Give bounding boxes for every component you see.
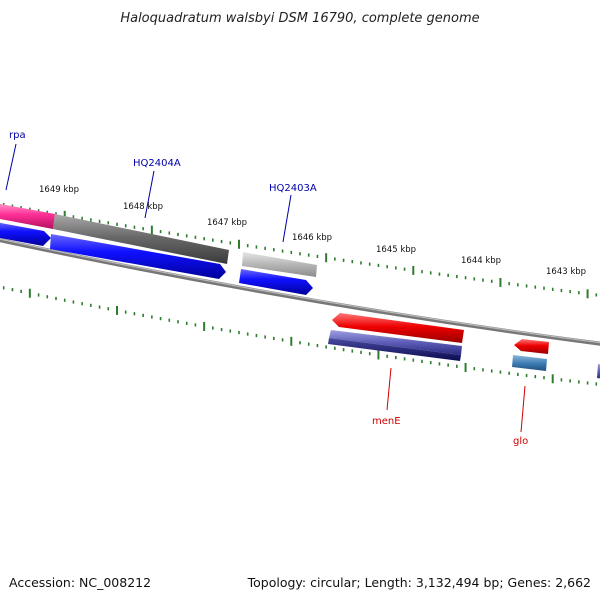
label-leader-hq2403a [282,194,292,243]
label-leader-hq2404a [144,170,155,219]
cds-reverse-2[interactable] [328,338,461,361]
map-title: Haloquadratum walsbyi DSM 16790, complet… [120,11,479,26]
tick-label: 1644 kbp [461,256,501,266]
gene-hq2404a-feature[interactable] [53,214,229,264]
label-leader-glo [520,385,526,433]
tick-label: 1646 kbp [292,233,332,243]
outer-tick-ring [2,202,598,299]
cds-reverse-4[interactable] [597,364,600,379]
gene-hq2403a-feature[interactable] [242,252,317,277]
backbone-highlight [0,238,600,344]
cds-reverse-1[interactable] [329,330,462,355]
tick-label: 1643 kbp [546,267,586,277]
genome-summary-text: Topology: circular; Length: 3,132,494 bp… [247,575,591,590]
cds-forward-2[interactable] [50,234,226,279]
gene-glo-feature[interactable] [514,339,549,354]
gene-label-glo[interactable]: glo [513,436,528,447]
cds-forward-1[interactable] [0,222,51,246]
gene-mene-feature[interactable] [332,313,464,343]
label-leader-mene [386,367,392,411]
gene-label-rpa[interactable]: rpa [9,130,26,141]
tick-label: 1648 kbp [123,202,163,212]
cds-forward-3[interactable] [239,269,313,295]
label-leader-rpa [5,143,17,191]
gene-label-mene[interactable]: menE [372,416,401,427]
inner-tick-ring [2,286,598,386]
cds-reverse-3[interactable] [512,355,547,371]
gene-label-hq2403a[interactable]: HQ2403A [269,183,317,194]
tick-label: 1649 kbp [39,185,79,195]
backbone-line [0,238,600,346]
accession-text: Accession: NC_008212 [9,575,151,590]
gene-rpa-feature[interactable] [0,203,55,229]
tick-label: 1645 kbp [376,245,416,255]
tick-label: 1647 kbp [207,218,247,228]
gene-label-hq2404a[interactable]: HQ2404A [133,158,181,169]
